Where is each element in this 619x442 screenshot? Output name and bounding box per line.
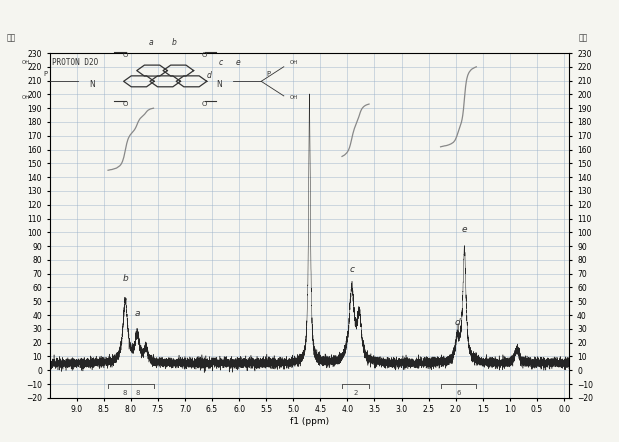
Text: PROTON D2O: PROTON D2O xyxy=(52,58,98,67)
Text: P: P xyxy=(267,72,271,77)
Text: b: b xyxy=(123,274,128,283)
Text: 6: 6 xyxy=(456,390,461,396)
Text: a: a xyxy=(134,309,140,318)
Text: OH: OH xyxy=(21,60,30,65)
Text: O: O xyxy=(202,52,207,58)
Text: 积分: 积分 xyxy=(579,33,588,42)
Text: 2: 2 xyxy=(353,390,358,396)
Text: N: N xyxy=(216,80,222,89)
Text: O: O xyxy=(123,52,128,58)
Text: O: O xyxy=(123,101,128,107)
Text: 积分: 积分 xyxy=(6,33,15,42)
Text: d: d xyxy=(207,72,212,80)
Text: O: O xyxy=(202,101,207,107)
Text: OH: OH xyxy=(290,95,298,100)
Text: N: N xyxy=(89,80,95,89)
X-axis label: f1 (ppm): f1 (ppm) xyxy=(290,417,329,426)
Text: OH: OH xyxy=(290,60,298,65)
Text: 8: 8 xyxy=(135,390,139,396)
Text: 8: 8 xyxy=(122,390,126,396)
Text: c: c xyxy=(349,265,354,274)
Text: c: c xyxy=(219,58,223,67)
Text: a: a xyxy=(149,38,153,47)
Text: e: e xyxy=(462,225,467,234)
Text: OH: OH xyxy=(21,95,30,100)
Text: b: b xyxy=(172,38,176,47)
Text: d: d xyxy=(454,319,461,328)
Text: e: e xyxy=(235,58,240,67)
Text: P: P xyxy=(44,72,48,77)
